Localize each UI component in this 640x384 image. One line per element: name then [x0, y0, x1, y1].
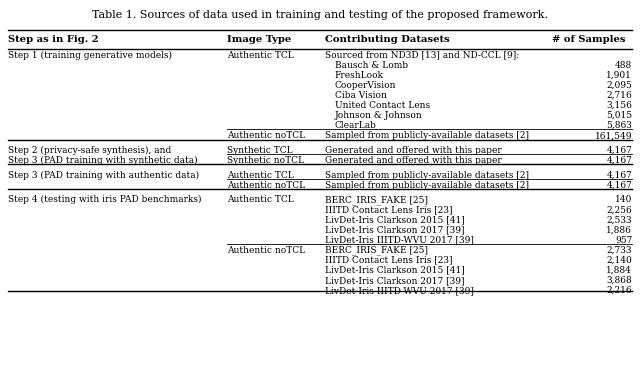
Text: LivDet-Iris Clarkson 2015 [41]: LivDet-Iris Clarkson 2015 [41] [325, 215, 465, 224]
Text: ClearLab: ClearLab [335, 121, 376, 130]
Text: 5,015: 5,015 [606, 111, 632, 120]
Text: BERC_IRIS_FAKE [25]: BERC_IRIS_FAKE [25] [325, 246, 428, 255]
Text: LivDet-Iris Clarkson 2017 [39]: LivDet-Iris Clarkson 2017 [39] [325, 276, 465, 285]
Text: Step 3 (PAD training with synthetic data): Step 3 (PAD training with synthetic data… [8, 156, 197, 165]
Text: Table 1. Sources of data used in training and testing of the proposed framework.: Table 1. Sources of data used in trainin… [92, 10, 548, 20]
Text: 2,140: 2,140 [607, 256, 632, 265]
Text: Authentic noTCL: Authentic noTCL [227, 131, 305, 140]
Text: 2,216: 2,216 [607, 286, 632, 295]
Text: Contributing Datasets: Contributing Datasets [325, 35, 450, 44]
Text: 161,549: 161,549 [595, 131, 632, 140]
Text: Synthetic noTCL: Synthetic noTCL [227, 156, 304, 165]
Text: BERC_IRIS_FAKE [25]: BERC_IRIS_FAKE [25] [325, 195, 428, 205]
Text: LivDet-Iris IIITD-WVU 2017 [39]: LivDet-Iris IIITD-WVU 2017 [39] [325, 235, 474, 245]
Text: Step 1 (training generative models): Step 1 (training generative models) [8, 51, 172, 60]
Text: LivDet-Iris Clarkson 2015 [41]: LivDet-Iris Clarkson 2015 [41] [325, 266, 465, 275]
Text: LivDet-Iris IIITD-WVU 2017 [39]: LivDet-Iris IIITD-WVU 2017 [39] [325, 286, 474, 295]
Text: Sampled from publicly-available datasets [2]: Sampled from publicly-available datasets… [325, 131, 529, 140]
Text: IIITD Contact Lens Iris [23]: IIITD Contact Lens Iris [23] [325, 205, 452, 214]
Text: 957: 957 [615, 235, 632, 245]
Text: 1,886: 1,886 [607, 225, 632, 235]
Text: 4,167: 4,167 [607, 180, 632, 190]
Text: Sampled from publicly-available datasets [2]: Sampled from publicly-available datasets… [325, 170, 529, 180]
Text: Generated and offered with this paper: Generated and offered with this paper [325, 156, 502, 165]
Text: 1,884: 1,884 [607, 266, 632, 275]
Text: 2,716: 2,716 [607, 91, 632, 100]
Text: 2,533: 2,533 [607, 215, 632, 224]
Text: Authentic TCL: Authentic TCL [227, 195, 294, 204]
Text: LivDet-Iris Clarkson 2017 [39]: LivDet-Iris Clarkson 2017 [39] [325, 225, 465, 235]
Text: IIITD Contact Lens Iris [23]: IIITD Contact Lens Iris [23] [325, 256, 452, 265]
Text: 3,868: 3,868 [607, 276, 632, 285]
Text: Authentic TCL: Authentic TCL [227, 170, 294, 180]
Text: Image Type: Image Type [227, 35, 291, 44]
Text: Synthetic TCL: Synthetic TCL [227, 146, 293, 155]
Text: 5,863: 5,863 [607, 121, 632, 130]
Text: Step 2 (privacy-safe synthesis), and: Step 2 (privacy-safe synthesis), and [8, 146, 171, 155]
Text: 2,733: 2,733 [607, 246, 632, 255]
Text: CooperVision: CooperVision [335, 81, 396, 90]
Text: United Contact Lens: United Contact Lens [335, 101, 430, 110]
Text: Sampled from publicly-available datasets [2]: Sampled from publicly-available datasets… [325, 180, 529, 190]
Text: FreshLook: FreshLook [335, 71, 384, 80]
Text: Ciba Vision: Ciba Vision [335, 91, 387, 100]
Text: 2,095: 2,095 [607, 81, 632, 90]
Text: 4,167: 4,167 [607, 156, 632, 165]
Text: 2,256: 2,256 [607, 205, 632, 214]
Text: Bausch & Lomb: Bausch & Lomb [335, 61, 408, 70]
Text: 4,167: 4,167 [607, 170, 632, 180]
Text: 3,156: 3,156 [607, 101, 632, 110]
Text: Step 3 (PAD training with authentic data): Step 3 (PAD training with authentic data… [8, 170, 199, 180]
Text: Authentic noTCL: Authentic noTCL [227, 246, 305, 255]
Text: Generated and offered with this paper: Generated and offered with this paper [325, 146, 502, 155]
Text: # of Samples: # of Samples [552, 35, 625, 44]
Text: Authentic noTCL: Authentic noTCL [227, 180, 305, 190]
Text: 140: 140 [615, 195, 632, 204]
Text: 4,167: 4,167 [607, 146, 632, 155]
Text: Authentic TCL: Authentic TCL [227, 51, 294, 60]
Text: Step as in Fig. 2: Step as in Fig. 2 [8, 35, 99, 44]
Text: Sourced from ND3D [13] and ND-CCL [9]:: Sourced from ND3D [13] and ND-CCL [9]: [325, 51, 520, 60]
Text: Johnson & Johnson: Johnson & Johnson [335, 111, 422, 120]
Text: 488: 488 [615, 61, 632, 70]
Text: 1,901: 1,901 [607, 71, 632, 80]
Text: Step 4 (testing with iris PAD benchmarks): Step 4 (testing with iris PAD benchmarks… [8, 195, 201, 204]
